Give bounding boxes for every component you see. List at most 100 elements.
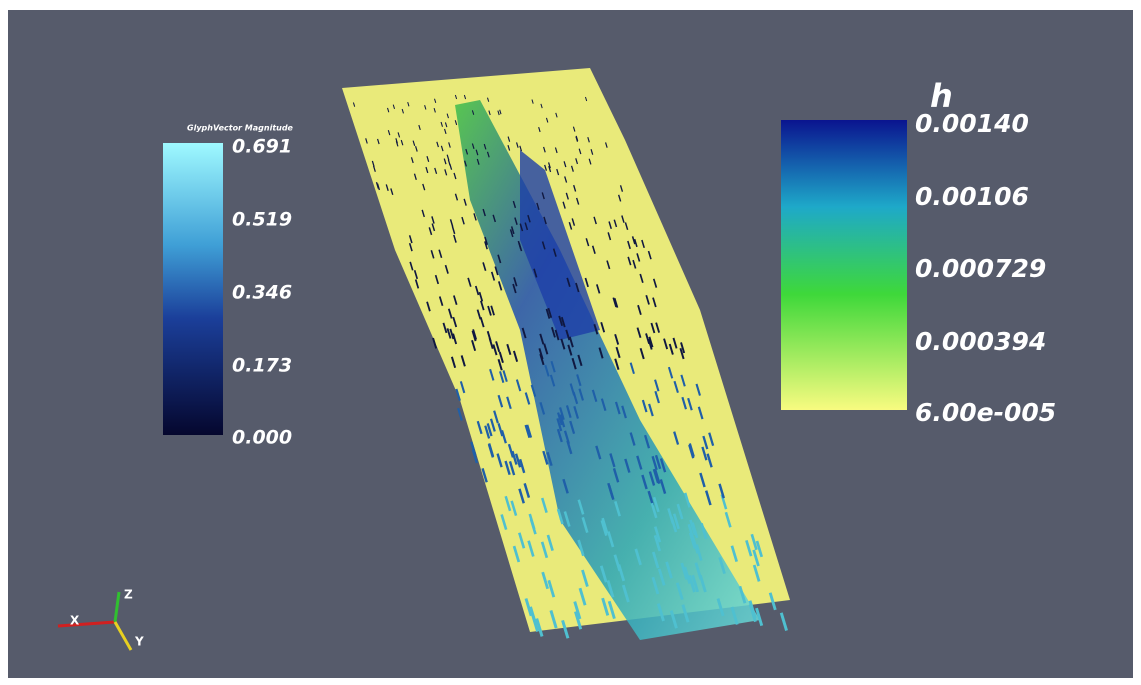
glyph <box>463 94 467 100</box>
glyph <box>708 432 715 446</box>
glyph <box>555 112 558 118</box>
glyph <box>475 149 479 156</box>
glyph <box>409 261 414 271</box>
glyph <box>563 430 570 445</box>
glyph <box>691 537 699 554</box>
glyph <box>512 545 521 563</box>
glyph <box>376 138 380 145</box>
glyph <box>627 256 632 266</box>
glyph <box>600 520 608 537</box>
glyph <box>599 565 608 583</box>
glyph <box>401 108 404 114</box>
glyph <box>372 165 376 172</box>
glyph <box>681 396 687 410</box>
glyph <box>449 163 453 170</box>
glyph <box>687 523 695 541</box>
glyph <box>670 516 678 533</box>
glyph <box>392 104 396 110</box>
glyph <box>634 548 642 566</box>
glyph <box>621 405 627 419</box>
glyph <box>493 410 499 424</box>
glyph <box>779 612 788 631</box>
glyph <box>446 328 452 339</box>
glyph <box>518 532 526 549</box>
glyph <box>639 273 644 283</box>
glyph <box>490 305 495 316</box>
glyph <box>484 425 491 439</box>
glyph <box>636 253 641 262</box>
glyph <box>509 229 514 238</box>
glyph <box>568 222 573 230</box>
glyph <box>518 458 526 474</box>
glyph <box>444 128 447 135</box>
glyph <box>755 540 764 558</box>
glyph <box>480 300 485 311</box>
glyph <box>655 322 661 333</box>
glyph <box>570 165 574 172</box>
glyph <box>601 517 609 534</box>
glyph <box>680 374 686 387</box>
axis-label: Y <box>134 635 144 649</box>
glyph <box>387 130 391 136</box>
glyph <box>748 600 757 619</box>
glyph <box>567 344 573 356</box>
glyph <box>637 304 642 316</box>
glyph <box>511 450 518 465</box>
glyph <box>408 242 413 252</box>
y-axis <box>113 621 133 651</box>
glyph <box>482 208 486 217</box>
glyph <box>425 166 429 174</box>
glyph <box>514 453 522 468</box>
glyph <box>750 533 758 551</box>
glyph <box>460 355 466 367</box>
legend-label: 0.00106 <box>915 182 1029 211</box>
glyph <box>679 347 685 360</box>
glyph <box>495 341 501 353</box>
glyph <box>752 549 760 567</box>
glyph <box>681 604 690 623</box>
glyph <box>718 557 726 575</box>
glyph <box>529 518 537 535</box>
glyph <box>519 223 524 232</box>
glyph <box>730 606 739 625</box>
glyph <box>481 468 488 483</box>
glyph <box>524 392 531 405</box>
glyph <box>465 148 469 155</box>
glyph <box>697 406 704 420</box>
glyph <box>665 561 673 579</box>
glyph <box>446 113 449 119</box>
glyph <box>444 169 448 176</box>
glyph <box>730 545 738 563</box>
glyph <box>745 539 753 557</box>
glyph <box>431 216 435 224</box>
colorbar-h <box>781 120 907 410</box>
glyph <box>453 234 457 243</box>
glyph <box>564 176 568 183</box>
glyph <box>593 323 599 335</box>
glyph <box>653 534 661 552</box>
glyph <box>554 329 560 341</box>
glyph <box>506 396 512 410</box>
glyph <box>518 488 525 504</box>
glyph <box>543 216 547 225</box>
glyph <box>654 379 660 392</box>
surface <box>342 68 790 640</box>
glyph <box>588 158 592 165</box>
glyph <box>539 333 545 345</box>
glyph <box>498 351 504 364</box>
glyph <box>539 353 545 366</box>
glyph <box>641 239 645 249</box>
glyph <box>700 522 708 540</box>
legend-title: h <box>930 77 953 115</box>
glyph <box>572 126 576 132</box>
glyph <box>545 117 549 123</box>
glyph <box>407 101 410 107</box>
glyph <box>619 185 624 192</box>
glyph <box>581 517 589 533</box>
glyph <box>688 443 695 458</box>
glyph <box>659 479 667 494</box>
glyph <box>508 461 516 476</box>
legend-title: GlyphVector Magnitude <box>187 124 294 133</box>
glyph <box>672 337 678 349</box>
glyph <box>473 213 477 221</box>
